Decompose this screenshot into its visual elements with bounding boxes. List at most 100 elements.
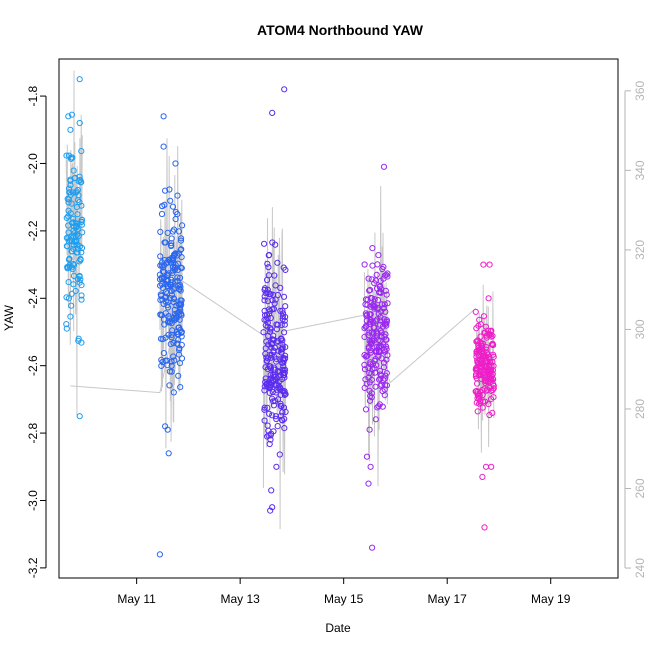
data-point [170, 299, 177, 306]
data-point [479, 404, 486, 411]
data-point [164, 282, 171, 289]
data-point [161, 268, 168, 275]
data-layer [63, 70, 497, 558]
y-tick-label: -2.6 [26, 355, 40, 376]
data-point [361, 352, 368, 359]
data-point [267, 371, 274, 379]
data-point-outlier [67, 126, 74, 133]
data-point [269, 395, 276, 402]
data-point [383, 322, 390, 329]
data-point [158, 362, 165, 369]
data-point [168, 235, 175, 242]
data-point [280, 363, 287, 370]
data-point-outlier [264, 433, 271, 440]
data-point [67, 176, 74, 183]
data-point [74, 211, 81, 218]
data-point [273, 386, 280, 393]
data-point [65, 229, 72, 236]
data-point [72, 287, 79, 295]
data-point [170, 226, 178, 233]
data-point [63, 214, 70, 221]
data-point-outlier [273, 463, 280, 470]
data-point [261, 417, 268, 424]
data-point-outlier [165, 450, 172, 457]
data-point-outlier [75, 335, 82, 342]
data-point [179, 222, 186, 229]
data-point [73, 188, 80, 195]
data-point-outlier [369, 544, 376, 551]
data-point [162, 280, 169, 288]
data-point [277, 412, 284, 419]
data-point [170, 267, 177, 274]
data-point [382, 308, 389, 315]
data-point [266, 251, 273, 259]
data-point [377, 317, 384, 324]
data-point [171, 357, 178, 364]
data-point [263, 316, 270, 323]
data-point [487, 328, 494, 335]
data-point [366, 329, 373, 336]
data-point-outlier [269, 504, 276, 511]
data-point [272, 296, 279, 303]
data-point [65, 264, 72, 271]
data-point [168, 242, 175, 249]
data-point [280, 372, 288, 379]
data-point [375, 336, 382, 343]
y2-tick-label: 240 [633, 558, 647, 578]
data-point [171, 306, 178, 313]
data-point [267, 291, 274, 298]
data-point [378, 286, 385, 293]
data-point [167, 318, 174, 325]
data-point-outlier [268, 487, 275, 494]
data-point-outlier [367, 463, 374, 470]
data-point [262, 375, 269, 382]
data-point-outlier [488, 463, 495, 470]
data-point [273, 415, 280, 423]
data-point [272, 241, 279, 248]
data-point [65, 279, 72, 286]
data-point [366, 387, 373, 394]
data-point [170, 389, 177, 396]
data-point [272, 282, 279, 289]
data-point-outlier [160, 143, 167, 150]
data-point [481, 363, 488, 370]
data-point [265, 332, 272, 339]
data-point [160, 350, 167, 357]
data-point [383, 343, 390, 350]
data-point [178, 312, 185, 319]
data-point [361, 384, 368, 391]
x-tick-label: May 15 [324, 592, 364, 606]
data-point [472, 308, 479, 315]
data-point-outlier [76, 119, 83, 127]
data-point [171, 295, 178, 303]
data-point [369, 245, 376, 252]
data-point [261, 240, 268, 247]
data-point [278, 403, 285, 410]
data-point [473, 338, 480, 345]
series-cluster-1 [63, 76, 86, 420]
data-point [361, 361, 368, 368]
x-axis-label: Date [325, 621, 351, 635]
data-point [67, 210, 74, 217]
data-point [158, 356, 165, 363]
data-point [361, 366, 369, 373]
data-point [483, 346, 490, 353]
data-point [175, 372, 182, 379]
data-point [77, 179, 84, 186]
data-point [488, 387, 495, 394]
data-point [177, 326, 184, 334]
data-point [374, 316, 381, 323]
data-point [268, 341, 275, 348]
y2-tick-label: 360 [633, 80, 647, 100]
data-point [373, 349, 380, 356]
data-point [384, 273, 391, 280]
y-tick-label: -2.4 [26, 288, 40, 309]
data-point [174, 340, 181, 347]
data-point [368, 295, 375, 302]
data-point [382, 336, 390, 343]
data-point [384, 300, 391, 307]
data-point [362, 310, 369, 317]
data-point [490, 362, 497, 369]
data-point [279, 409, 286, 416]
data-point [157, 335, 165, 342]
